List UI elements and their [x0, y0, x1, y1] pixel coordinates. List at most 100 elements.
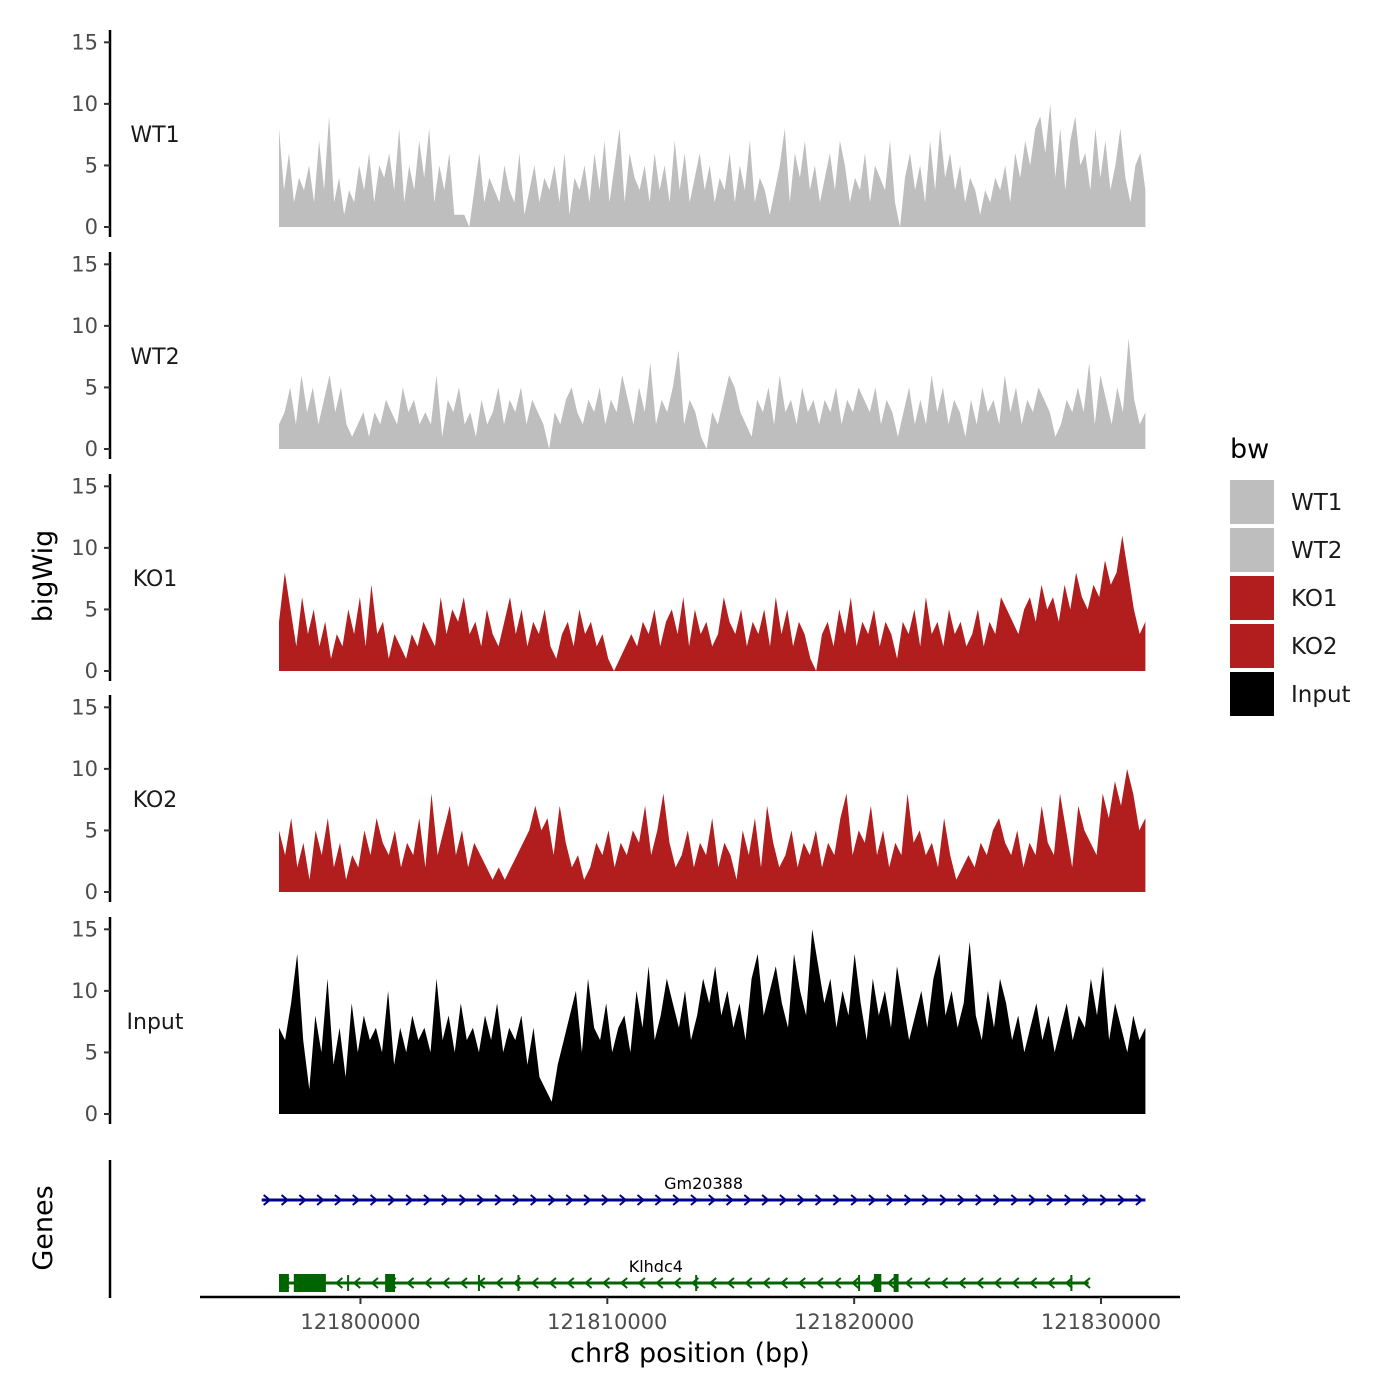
strand-arrow — [352, 1277, 361, 1289]
strand-arrow — [957, 1194, 966, 1206]
exon — [893, 1274, 899, 1292]
strand-arrow — [530, 1194, 539, 1206]
track-wt2: 0 5 10 15 WT2 — [71, 252, 1146, 461]
strand-arrow — [405, 1194, 414, 1206]
signal-area-ko1 — [279, 535, 1146, 671]
strand-arrow — [992, 1194, 1002, 1206]
strand-arrow — [1028, 1194, 1037, 1206]
strand-arrow — [565, 1194, 574, 1206]
strand-arrow — [495, 1277, 504, 1289]
x-axis-title: chr8 position (bp) — [570, 1338, 810, 1369]
y-tick-label: 0 — [85, 1102, 98, 1126]
y-tick-label: 15 — [71, 474, 98, 498]
y-tick-label: 10 — [71, 979, 98, 1003]
y-tick-label: 15 — [71, 695, 98, 719]
gene-klhdc4: Klhdc4 — [278, 1257, 1091, 1292]
exon — [385, 1274, 396, 1292]
strand-arrow — [512, 1194, 521, 1206]
y-tick-label: 5 — [85, 818, 98, 842]
strand-arrow — [655, 1277, 664, 1289]
y-tick-label: 15 — [71, 917, 98, 941]
strand-arrow — [406, 1277, 415, 1289]
y-tick-label: 5 — [85, 597, 98, 621]
strand-arrow — [441, 1194, 450, 1206]
legend-label: WT2 — [1291, 538, 1342, 564]
strand-arrow — [423, 1277, 433, 1289]
strand-arrow — [886, 1277, 895, 1289]
strand-arrow — [939, 1194, 948, 1206]
track-label: KO2 — [133, 788, 178, 813]
strand-arrow — [993, 1277, 1002, 1289]
strand-arrow — [1010, 1194, 1019, 1206]
strand-arrow — [1046, 1277, 1056, 1289]
strand-arrow — [619, 1277, 628, 1289]
legend-item-wt2: WT2 — [1230, 528, 1342, 572]
strand-arrow — [726, 1277, 735, 1289]
strand-arrow — [725, 1194, 735, 1206]
exon — [873, 1274, 882, 1292]
strand-arrow — [459, 1277, 468, 1289]
x-tick-label: 121820000 — [794, 1310, 914, 1334]
strand-arrow — [369, 1194, 379, 1206]
strand-arrow — [352, 1194, 361, 1206]
strand-arrow — [779, 1277, 789, 1289]
strand-arrow — [868, 1194, 877, 1206]
strand-arrow — [387, 1194, 396, 1206]
strand-arrow — [797, 1277, 806, 1289]
gene-gm20388: Gm20388 — [261, 1174, 1146, 1206]
strand-arrow — [903, 1194, 913, 1206]
track-ko2: 0 5 10 15 KO2 — [71, 695, 1146, 904]
signal-tracks: 0 5 10 15 WT1 0 5 10 15 WT2 0 5 10 15 KO1 0 5 10 15 KO2 0 5 10… — [71, 30, 1146, 1126]
y-tick-label: 0 — [85, 659, 98, 683]
y-tick-label: 15 — [71, 252, 98, 276]
strand-arrow — [673, 1277, 682, 1289]
strand-arrow — [476, 1194, 485, 1206]
strand-arrow — [743, 1194, 752, 1206]
legend-item-ko2: KO2 — [1230, 624, 1338, 668]
strand-arrow — [1117, 1194, 1126, 1206]
strand-arrow — [975, 1194, 984, 1206]
strand-arrow — [530, 1277, 539, 1289]
gene-label: Gm20388 — [664, 1174, 743, 1193]
legend-item-input: Input — [1230, 672, 1351, 716]
y-tick-label: 5 — [85, 1040, 98, 1064]
y-tick-label: 10 — [71, 314, 98, 338]
strand-arrow — [1135, 1194, 1144, 1206]
strand-arrow — [334, 1194, 343, 1206]
exon — [293, 1274, 326, 1292]
signal-area-wt2 — [279, 338, 1146, 449]
legend-label: KO1 — [1291, 586, 1338, 612]
track-label: WT2 — [130, 345, 179, 370]
signal-area-wt1 — [279, 103, 1146, 227]
legend-title: bw — [1230, 434, 1269, 465]
strand-arrow — [316, 1194, 325, 1206]
y-tick-label: 0 — [85, 880, 98, 904]
legend-label: KO2 — [1291, 634, 1338, 660]
x-tick-label: 121800000 — [300, 1310, 420, 1334]
strand-arrow — [1064, 1194, 1073, 1206]
genes-axis-title: Genes — [28, 1185, 59, 1270]
strand-arrow — [975, 1277, 984, 1289]
strand-arrow — [761, 1194, 770, 1206]
strand-arrow — [654, 1194, 663, 1206]
track-ko1: 0 5 10 15 KO1 — [71, 474, 1146, 683]
strand-arrow — [851, 1277, 860, 1289]
strand-arrow — [423, 1194, 432, 1206]
strand-arrow — [458, 1194, 468, 1206]
y-tick-label: 5 — [85, 153, 98, 177]
strand-arrow — [832, 1194, 841, 1206]
strand-arrow — [583, 1194, 592, 1206]
strand-arrow — [1046, 1194, 1055, 1206]
strand-arrow — [708, 1277, 717, 1289]
signal-area-ko2 — [279, 768, 1146, 892]
legend-label: WT1 — [1291, 490, 1342, 516]
y-tick-label: 15 — [71, 30, 98, 54]
track-label: WT1 — [130, 123, 179, 148]
track-input: 0 5 10 15 Input — [71, 917, 1146, 1126]
track-label: Input — [127, 1010, 184, 1035]
strand-arrow — [921, 1194, 930, 1206]
y-tick-label: 5 — [85, 375, 98, 399]
strand-arrow — [298, 1194, 307, 1206]
strand-arrow — [922, 1277, 931, 1289]
strand-arrow — [797, 1194, 806, 1206]
